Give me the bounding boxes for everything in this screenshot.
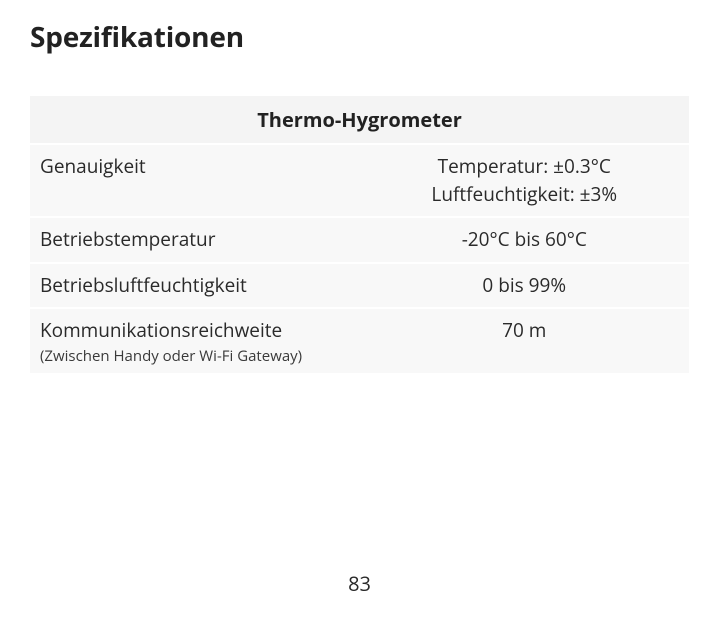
value-line: Temperatur: ±0.3°C	[370, 153, 680, 181]
value-line: Luftfeuchtigkeit: ±3%	[370, 181, 680, 209]
cell-label: Betriebstemperatur	[30, 218, 360, 262]
page-number: 83	[0, 570, 719, 597]
cell-value: 70 m	[360, 309, 690, 373]
cell-label: Betriebsluftfeuchtigkeit	[30, 264, 360, 308]
table-row: Betriebstemperatur -20°C bis 60°C	[30, 218, 689, 262]
cell-value: Temperatur: ±0.3°C Luftfeuchtigkeit: ±3%	[360, 145, 690, 216]
table-row: Betriebsluftfeuchtigkeit 0 bis 99%	[30, 264, 689, 308]
spec-table: Thermo-Hygrometer Genauigkeit Temperatur…	[30, 94, 689, 375]
table-row: Genauigkeit Temperatur: ±0.3°C Luftfeuch…	[30, 145, 689, 216]
cell-value: 0 bis 99%	[360, 264, 690, 308]
table-row: Kommunikationsreichweite (Zwischen Handy…	[30, 309, 689, 373]
page-title: Spezifikationen	[30, 18, 689, 56]
table-header: Thermo-Hygrometer	[30, 96, 689, 143]
label-subnote: (Zwischen Handy oder Wi-Fi Gateway)	[40, 347, 350, 365]
cell-label: Genauigkeit	[30, 145, 360, 216]
label-main: Kommunikationsreichweite	[40, 317, 282, 343]
cell-value: -20°C bis 60°C	[360, 218, 690, 262]
cell-label: Kommunikationsreichweite (Zwischen Handy…	[30, 309, 360, 373]
